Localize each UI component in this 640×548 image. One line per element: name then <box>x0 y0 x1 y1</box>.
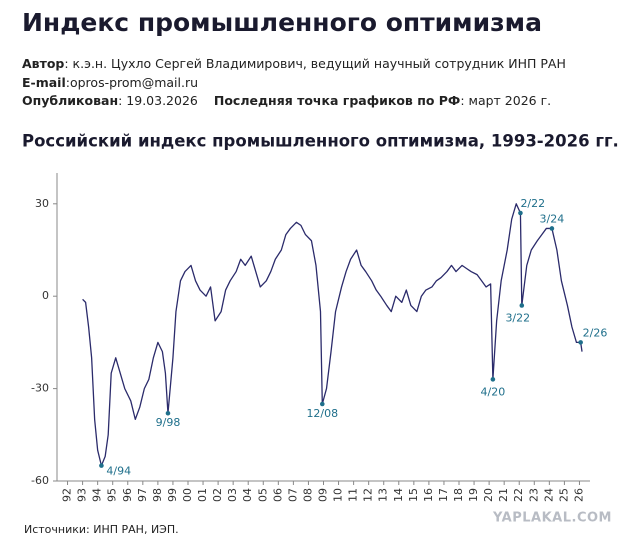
x-tick-label: 14 <box>392 488 405 502</box>
annotation-label: 2/26 <box>583 326 608 339</box>
annotation-label: 3/24 <box>540 212 565 225</box>
x-tick-label: 03 <box>226 488 239 502</box>
x-tick-label: 18 <box>452 488 465 502</box>
page-title: Индекс промышленного оптимизма <box>22 8 542 37</box>
x-tick-label: 22 <box>512 488 525 502</box>
annotation-label: 2/22 <box>520 197 545 210</box>
x-tick-label: 26 <box>572 488 585 502</box>
x-tick-label: 93 <box>76 488 89 502</box>
annotation-point <box>549 226 555 231</box>
y-tick-label: 30 <box>35 197 49 210</box>
x-tick-label: 92 <box>61 488 74 502</box>
annotation-point <box>165 410 171 416</box>
annotation-point <box>578 340 583 345</box>
meta-text: : 19.03.2026 <box>118 93 198 108</box>
x-tick-label: 00 <box>181 488 194 502</box>
x-tick-label: 21 <box>497 488 510 502</box>
x-tick-label: 16 <box>422 488 435 502</box>
x-tick-label: 09 <box>317 488 330 502</box>
x-tick-label: 12 <box>362 488 375 502</box>
x-tick-label: 15 <box>407 488 420 502</box>
meta-label: Последняя точка графиков по РФ <box>214 93 460 108</box>
x-tick-label: 25 <box>557 488 570 502</box>
x-tick-label: 24 <box>542 488 555 502</box>
annotation-point <box>99 463 104 468</box>
meta-text: :opros-prom@mail.ru <box>66 75 198 90</box>
x-tick-label: 96 <box>121 488 134 502</box>
x-tick-label: 04 <box>241 488 254 502</box>
x-tick-label: 08 <box>301 488 314 502</box>
annotation-point <box>490 377 496 382</box>
annotation-point <box>519 303 525 308</box>
meta-label: Опубликован <box>22 93 118 108</box>
y-tick-label: -30 <box>31 382 49 395</box>
annotation-point <box>518 210 523 216</box>
meta-label: E-mail <box>22 75 66 90</box>
x-tick-label: 20 <box>482 488 495 502</box>
x-tick-label: 98 <box>151 488 164 502</box>
x-tick-label: 99 <box>166 488 179 502</box>
x-tick-label: 23 <box>527 488 540 502</box>
annotation-label: 4/94 <box>106 465 131 478</box>
annotation-label: 3/22 <box>505 311 530 324</box>
y-tick-label: -60 <box>31 474 49 487</box>
meta-email: E-mail:opros-prom@mail.ru <box>22 75 198 90</box>
x-tick-label: 01 <box>196 488 209 502</box>
meta-text: : март 2026 г. <box>460 93 551 108</box>
x-tick-label: 19 <box>467 488 480 502</box>
annotation-label: 12/08 <box>306 407 338 420</box>
annotation-label: 9/98 <box>156 416 181 429</box>
x-tick-label: 95 <box>106 488 119 502</box>
x-tick-label: 17 <box>437 488 450 502</box>
y-tick-label: 0 <box>42 289 49 302</box>
x-tick-label: 02 <box>211 488 224 502</box>
x-tick-label: 13 <box>377 488 390 502</box>
x-tick-label: 05 <box>256 488 269 502</box>
annotation-point <box>319 401 325 407</box>
chart-title: Российский индекс промышленного оптимизм… <box>22 132 619 151</box>
annotation-label: 4/20 <box>481 385 506 398</box>
x-tick-label: 10 <box>332 488 345 502</box>
watermark: YAPLAKAL.COM <box>492 511 612 526</box>
meta-author: Автор: к.э.н. Цухло Сергей Владимирович,… <box>22 56 566 71</box>
meta-label: Автор <box>22 56 64 71</box>
x-tick-label: 07 <box>286 488 299 502</box>
index-line <box>82 203 583 467</box>
x-tick-label: 11 <box>347 488 360 502</box>
meta-text: : к.э.н. Цухло Сергей Владимирович, веду… <box>64 56 565 71</box>
x-tick-label: 06 <box>271 488 284 502</box>
meta-published: Опубликован: 19.03.2026 Последняя точка г… <box>22 93 551 108</box>
x-tick-label: 97 <box>136 488 149 502</box>
x-tick-label: 94 <box>91 488 104 502</box>
source: Источники: ИНП РАН, ИЭП. <box>24 523 179 536</box>
